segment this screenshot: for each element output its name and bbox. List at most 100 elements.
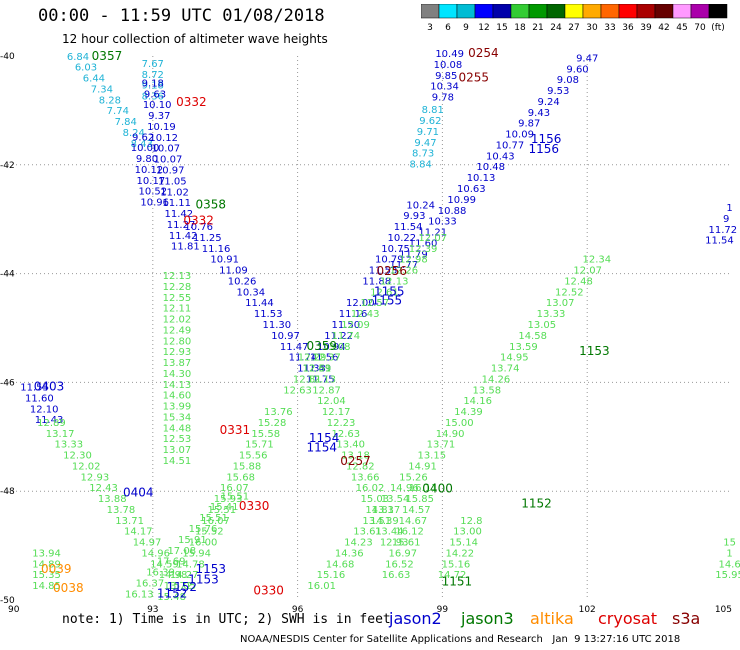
wave-height-value: 10.07: [152, 144, 181, 155]
wave-height-value: 16.52: [385, 559, 414, 570]
wave-height-value: 15.05: [167, 581, 196, 592]
pass-time-label: 1153: [188, 573, 219, 587]
track-track_a_upper: 6.846.036.447.348.287.747.848.248.43: [67, 52, 153, 150]
wave-height-value: 13.72: [164, 581, 193, 592]
wave-height-value: 12.48: [564, 276, 593, 287]
pass-time-label: 0254: [468, 46, 499, 60]
wave-height-value: 12.59: [303, 364, 332, 375]
wave-height-value: 11.81: [171, 242, 200, 253]
wave-height-value: 14.13: [163, 380, 192, 391]
wave-height-value: 15.68: [226, 472, 255, 483]
wave-height-value: 14.90: [436, 429, 465, 440]
colorbar-label: 3: [427, 23, 433, 33]
wave-height-value: 13.40: [336, 440, 365, 451]
wave-height-value: 12.29: [298, 353, 327, 364]
chart-title: 00:00 - 11:59 UTC 01/08/2018: [38, 6, 325, 26]
wave-height-value: 15.95: [715, 570, 740, 581]
grid-lines: [8, 56, 732, 600]
wave-height-value: 9.85: [435, 71, 457, 82]
wave-height-value: 15.88: [233, 461, 262, 472]
pass-time-label: 1155: [372, 294, 403, 308]
wave-height-value: 15.51: [221, 491, 250, 502]
wave-height-value: 12.30: [63, 451, 92, 462]
wave-height-value: 15.48: [157, 592, 186, 603]
wave-height-value: 11.54: [705, 236, 734, 247]
wave-height-value: 11.27: [167, 220, 196, 231]
wave-height-value: 15.16: [317, 570, 346, 581]
wave-height-value: 13.15: [417, 451, 446, 462]
wave-height-value: 16.13: [125, 589, 154, 600]
wave-height-value: 10.19: [147, 122, 176, 133]
wave-height-value: 10.75: [381, 244, 410, 255]
x-tick-label: 96: [292, 605, 304, 615]
wave-height-value: 12.00: [346, 298, 375, 309]
wave-height-value: 7.84: [115, 117, 137, 128]
pass-time-label: 0257: [340, 454, 371, 468]
pass-time-label: 1152: [166, 580, 197, 594]
colorbar-label: 12: [478, 23, 489, 33]
wave-height-value: 12.8: [460, 516, 482, 527]
wave-height-value: 9.53: [547, 86, 569, 97]
wave-height-value: 11.49: [303, 364, 332, 375]
wave-height-value: 14.59: [150, 559, 179, 570]
footer-note: note: 1) Time is in UTC; 2) SWH is in fe…: [62, 612, 391, 627]
pass-time-label: 0358: [195, 197, 226, 211]
wave-height-value: 15.26: [399, 472, 428, 483]
wave-height-value: 16.07: [201, 516, 230, 527]
wave-height-value: 12.63: [332, 429, 361, 440]
wave-height-value: 11.33: [297, 364, 326, 375]
wave-height-value: 10.33: [428, 217, 457, 228]
wave-height-value: 13.59: [509, 342, 538, 353]
colorbar-label: 36: [622, 23, 634, 33]
wave-height-value: 12.13: [307, 374, 336, 385]
wave-height-value: 12.11: [163, 304, 192, 315]
wave-height-value: 10.79: [375, 255, 404, 266]
wave-height-value: 13.17: [46, 429, 75, 440]
wave-height-value: 14.51: [163, 456, 192, 467]
wave-height-value: 12.07: [573, 266, 602, 277]
colorbar-label: 30: [586, 23, 598, 33]
wave-height-value: 15.03: [361, 494, 390, 505]
wave-height-tracks: 6.846.036.447.348.287.747.848.248.437.67…: [20, 49, 740, 603]
wave-height-value: 9.60: [566, 64, 588, 75]
wave-height-value: 10.12: [149, 133, 178, 144]
wave-height-value: 12.98: [399, 255, 428, 266]
track-track_cryo_blue: 10.7611.2511.1610.9111.0910.2610.3411.44…: [184, 222, 334, 385]
wave-height-value: 15.76: [189, 524, 218, 535]
wave-height-value: 12.80: [163, 336, 192, 347]
colorbar-label: 15: [496, 23, 507, 33]
track-track_diag_j2: 9.479.609.089.539.249.439.8710.0910.7710…: [389, 53, 598, 271]
wave-height-value: 11.72: [709, 225, 738, 236]
wave-height-value: 15.35: [32, 570, 61, 581]
wave-height-value: 13.54: [381, 494, 410, 505]
wave-height-value: 14.91: [408, 461, 437, 472]
y-tick-label: -44: [0, 270, 15, 280]
track-track_mid_j3b: 13.7615.2815.5815.7115.5615.8815.6816.07…: [157, 407, 292, 603]
pass-time-label: 0332: [183, 214, 214, 228]
colorbar-label: 9: [463, 23, 469, 33]
wave-height-value: 12.61: [303, 364, 332, 375]
wave-height-value: 12.93: [163, 347, 192, 358]
colorbar-label: 39: [640, 23, 652, 33]
legend-jason3: jason3: [461, 609, 514, 628]
pass-time-label: 0331: [220, 423, 251, 437]
colorbar-label: (ft): [711, 23, 725, 33]
wave-height-value: 12.61: [370, 287, 399, 298]
pass-time-label: 1153: [579, 344, 610, 358]
wave-height-value: 8.28: [99, 95, 121, 106]
wave-height-value: 15.00: [445, 418, 474, 429]
wave-height-value: 7.67: [142, 59, 164, 70]
wave-height-value: 13.99: [163, 402, 192, 413]
wave-height-value: 11.42: [165, 209, 194, 220]
track-track_diag_j3: 12.0712.3912.9812.2612.1312.6112.5712.43…: [283, 233, 447, 396]
x-tick-label: 102: [579, 605, 596, 615]
wave-height-value: 12.02: [163, 315, 192, 326]
track-track_mid_j3: 12.2912.6112.1312.8712.0412.1712.2312.63…: [298, 353, 409, 549]
wave-height-value: 10.13: [467, 173, 496, 184]
wave-height-value: 7.74: [107, 106, 129, 117]
wave-height-value: 8.72: [142, 70, 164, 81]
wave-height-value: 10.63: [457, 184, 486, 195]
pass-time-label: 0403: [34, 380, 65, 394]
